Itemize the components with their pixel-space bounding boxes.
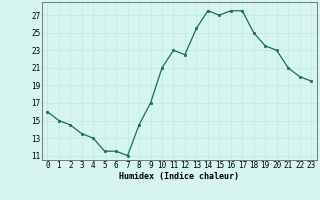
X-axis label: Humidex (Indice chaleur): Humidex (Indice chaleur)	[119, 172, 239, 181]
